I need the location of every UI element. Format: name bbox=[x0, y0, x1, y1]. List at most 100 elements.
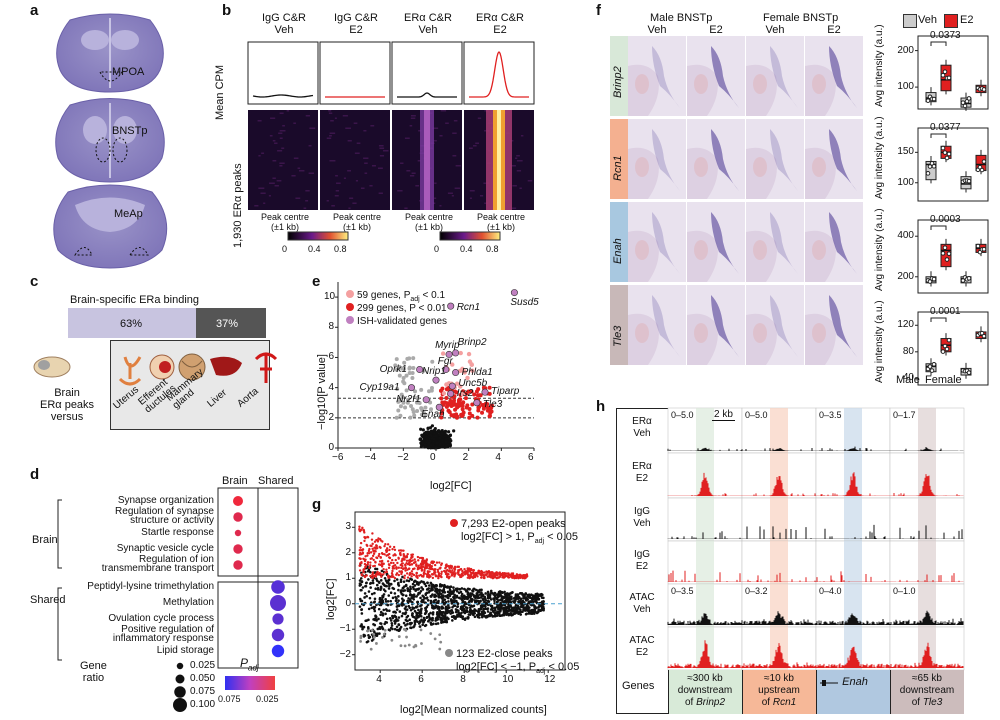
e-gray-7 bbox=[423, 405, 428, 410]
g-red-652 bbox=[364, 565, 367, 569]
h-highlight-2-2 bbox=[844, 498, 862, 541]
g-red-75 bbox=[382, 573, 385, 576]
g-red-423 bbox=[400, 549, 403, 552]
g-pt-1169 bbox=[422, 580, 425, 584]
e-gene-dot-13 bbox=[473, 399, 481, 407]
g-red-342 bbox=[369, 574, 372, 578]
g-pt-1159 bbox=[488, 613, 491, 617]
g-red-687 bbox=[521, 575, 524, 579]
g-pt-979 bbox=[440, 612, 443, 616]
g-pt-459 bbox=[397, 588, 400, 592]
g-pt-1139 bbox=[409, 592, 412, 596]
g-pt-793 bbox=[411, 582, 415, 586]
f-ytick-label-0-0: 200 bbox=[897, 44, 914, 56]
e-gray-34 bbox=[408, 415, 413, 420]
h-scale-atac-1: 0–3.2 bbox=[745, 586, 768, 596]
b-hm-noise-1-21 bbox=[364, 162, 368, 164]
b-hm-noise-2-9 bbox=[452, 132, 457, 134]
b-hm-noise-0-0 bbox=[286, 110, 290, 112]
g-red-619 bbox=[358, 569, 362, 572]
e-gray-16 bbox=[409, 403, 414, 408]
g-pt-503 bbox=[389, 599, 392, 603]
g-pt-737 bbox=[395, 608, 399, 611]
e-pt-783 bbox=[443, 429, 448, 433]
g-pt-543 bbox=[412, 597, 416, 601]
g-red-526 bbox=[377, 563, 381, 566]
g-red-618 bbox=[385, 550, 388, 554]
f-pt-1-0-3 bbox=[931, 163, 937, 169]
g-red-611 bbox=[391, 569, 394, 573]
g-pt-764 bbox=[409, 608, 413, 612]
g-pt-426 bbox=[368, 596, 372, 600]
g-pt-1127 bbox=[434, 619, 437, 622]
g-pt-970 bbox=[469, 608, 472, 611]
b-hm-noise-2-11 bbox=[404, 137, 410, 139]
g-pt-222 bbox=[397, 595, 400, 598]
e-gene-dot-5 bbox=[442, 366, 450, 374]
g-red-433 bbox=[367, 552, 371, 555]
g-red-553 bbox=[501, 573, 505, 576]
g-pt-844 bbox=[376, 586, 380, 590]
g-red-661 bbox=[385, 568, 388, 571]
g-pt-1273 bbox=[481, 593, 485, 597]
g-red-362 bbox=[406, 576, 410, 579]
g-pt-1163 bbox=[461, 615, 465, 618]
h-track-1-col-2 bbox=[815, 452, 891, 499]
e-red-36 bbox=[485, 402, 490, 407]
g-pt-1106 bbox=[406, 587, 410, 590]
g-red-239 bbox=[384, 543, 387, 546]
g-pt-1396 bbox=[424, 584, 428, 588]
g-red-478 bbox=[377, 554, 380, 558]
g-red-635 bbox=[411, 555, 414, 559]
g-red-672 bbox=[421, 561, 425, 565]
g-pt-1397 bbox=[358, 582, 362, 585]
g-gray-2 bbox=[399, 644, 403, 648]
g-pt-249 bbox=[405, 615, 409, 619]
g-pt-407 bbox=[433, 595, 436, 598]
g-red-445 bbox=[438, 561, 441, 564]
f-sig-bracket-1 bbox=[930, 133, 947, 138]
h-signal-1-1 bbox=[741, 476, 816, 496]
b-hm-noise-3-10 bbox=[520, 135, 524, 137]
g-gray-22 bbox=[405, 635, 408, 639]
e-red-116 bbox=[460, 403, 465, 408]
g-pt-1107 bbox=[404, 605, 408, 608]
g-red-653 bbox=[510, 572, 513, 575]
g-red-698 bbox=[488, 573, 491, 576]
g-pt-673 bbox=[391, 614, 394, 618]
g-red-379 bbox=[391, 558, 394, 562]
g-pt-1042 bbox=[533, 606, 536, 609]
h-gene-1-name: Rcn1 bbox=[772, 697, 797, 708]
h-gene-3-l1: ≈65 kb bbox=[912, 673, 942, 684]
e-gene-dot-8 bbox=[408, 384, 416, 392]
f-ish-signal-1-3 bbox=[829, 129, 857, 191]
g-red-695 bbox=[439, 575, 443, 578]
g-pt-331 bbox=[366, 625, 370, 629]
g-pt-1306 bbox=[450, 599, 454, 602]
b-hm-noise-1-5 bbox=[353, 122, 358, 124]
f-ish-signal-0-1 bbox=[711, 46, 739, 108]
h-track-0-col-1 bbox=[741, 407, 817, 454]
g-pt-1237 bbox=[360, 599, 364, 603]
d-group-shared: Shared bbox=[30, 594, 66, 606]
g-red-555 bbox=[430, 573, 434, 576]
g-pt-1328 bbox=[512, 600, 516, 604]
e-pt-846 bbox=[444, 444, 448, 448]
e-gray-55 bbox=[402, 360, 407, 365]
g-red-667 bbox=[471, 576, 474, 579]
f-sig-bracket-3 bbox=[930, 317, 947, 322]
g-red-376 bbox=[371, 571, 375, 574]
d-size-dot-2 bbox=[174, 686, 186, 698]
f-ish-signal-3-2 bbox=[770, 295, 798, 357]
g-red-377 bbox=[428, 563, 432, 567]
g-red-632 bbox=[391, 567, 395, 570]
h-track-2-col-2 bbox=[815, 497, 891, 542]
g-pt-1385 bbox=[522, 596, 525, 600]
g-red-410 bbox=[436, 570, 440, 574]
g-red-399 bbox=[440, 572, 443, 576]
e-gray-11 bbox=[401, 400, 406, 405]
e-gray-39 bbox=[398, 404, 403, 409]
b-col-3-cond: E2 bbox=[493, 24, 507, 36]
g-pt-1061 bbox=[461, 599, 465, 603]
